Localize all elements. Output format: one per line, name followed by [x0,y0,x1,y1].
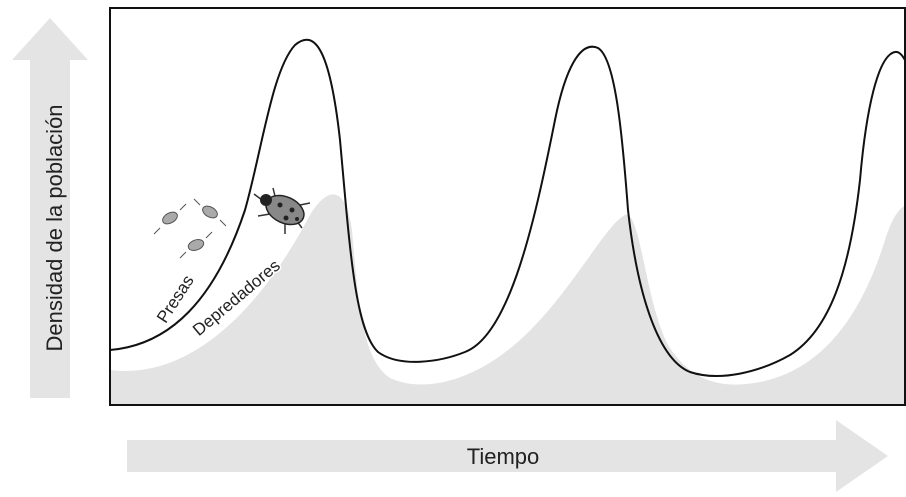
prey-label: Presas [153,272,198,327]
predator-icon [253,187,311,234]
prey-icons [153,198,227,259]
y-axis-label: Densidad de la población [42,104,67,351]
x-arrow [127,420,888,492]
plot-frame [109,7,906,406]
x-axis-label: Tiempo [467,444,540,469]
y-arrow [12,18,88,398]
prey-curve [109,38,906,377]
predator-area [110,194,906,405]
